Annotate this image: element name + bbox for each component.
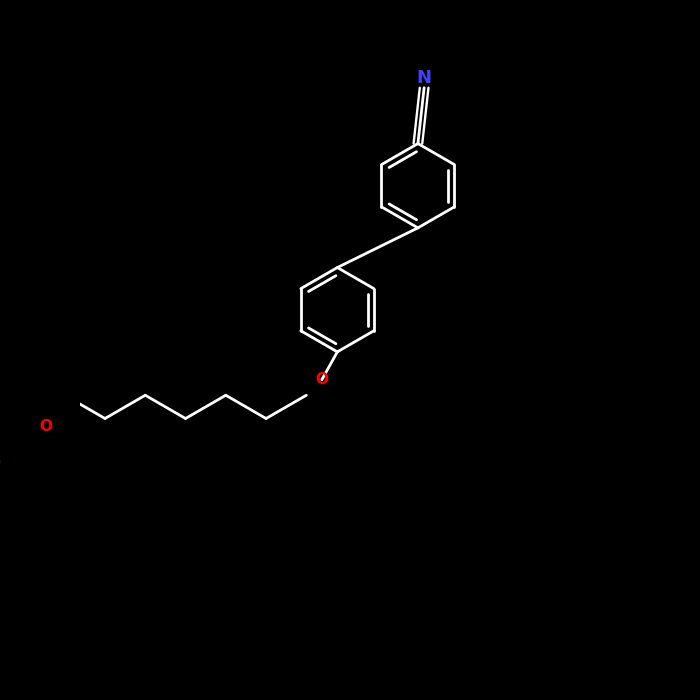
Text: O: O <box>40 419 52 434</box>
Text: N: N <box>416 69 432 88</box>
Text: O: O <box>315 372 328 387</box>
